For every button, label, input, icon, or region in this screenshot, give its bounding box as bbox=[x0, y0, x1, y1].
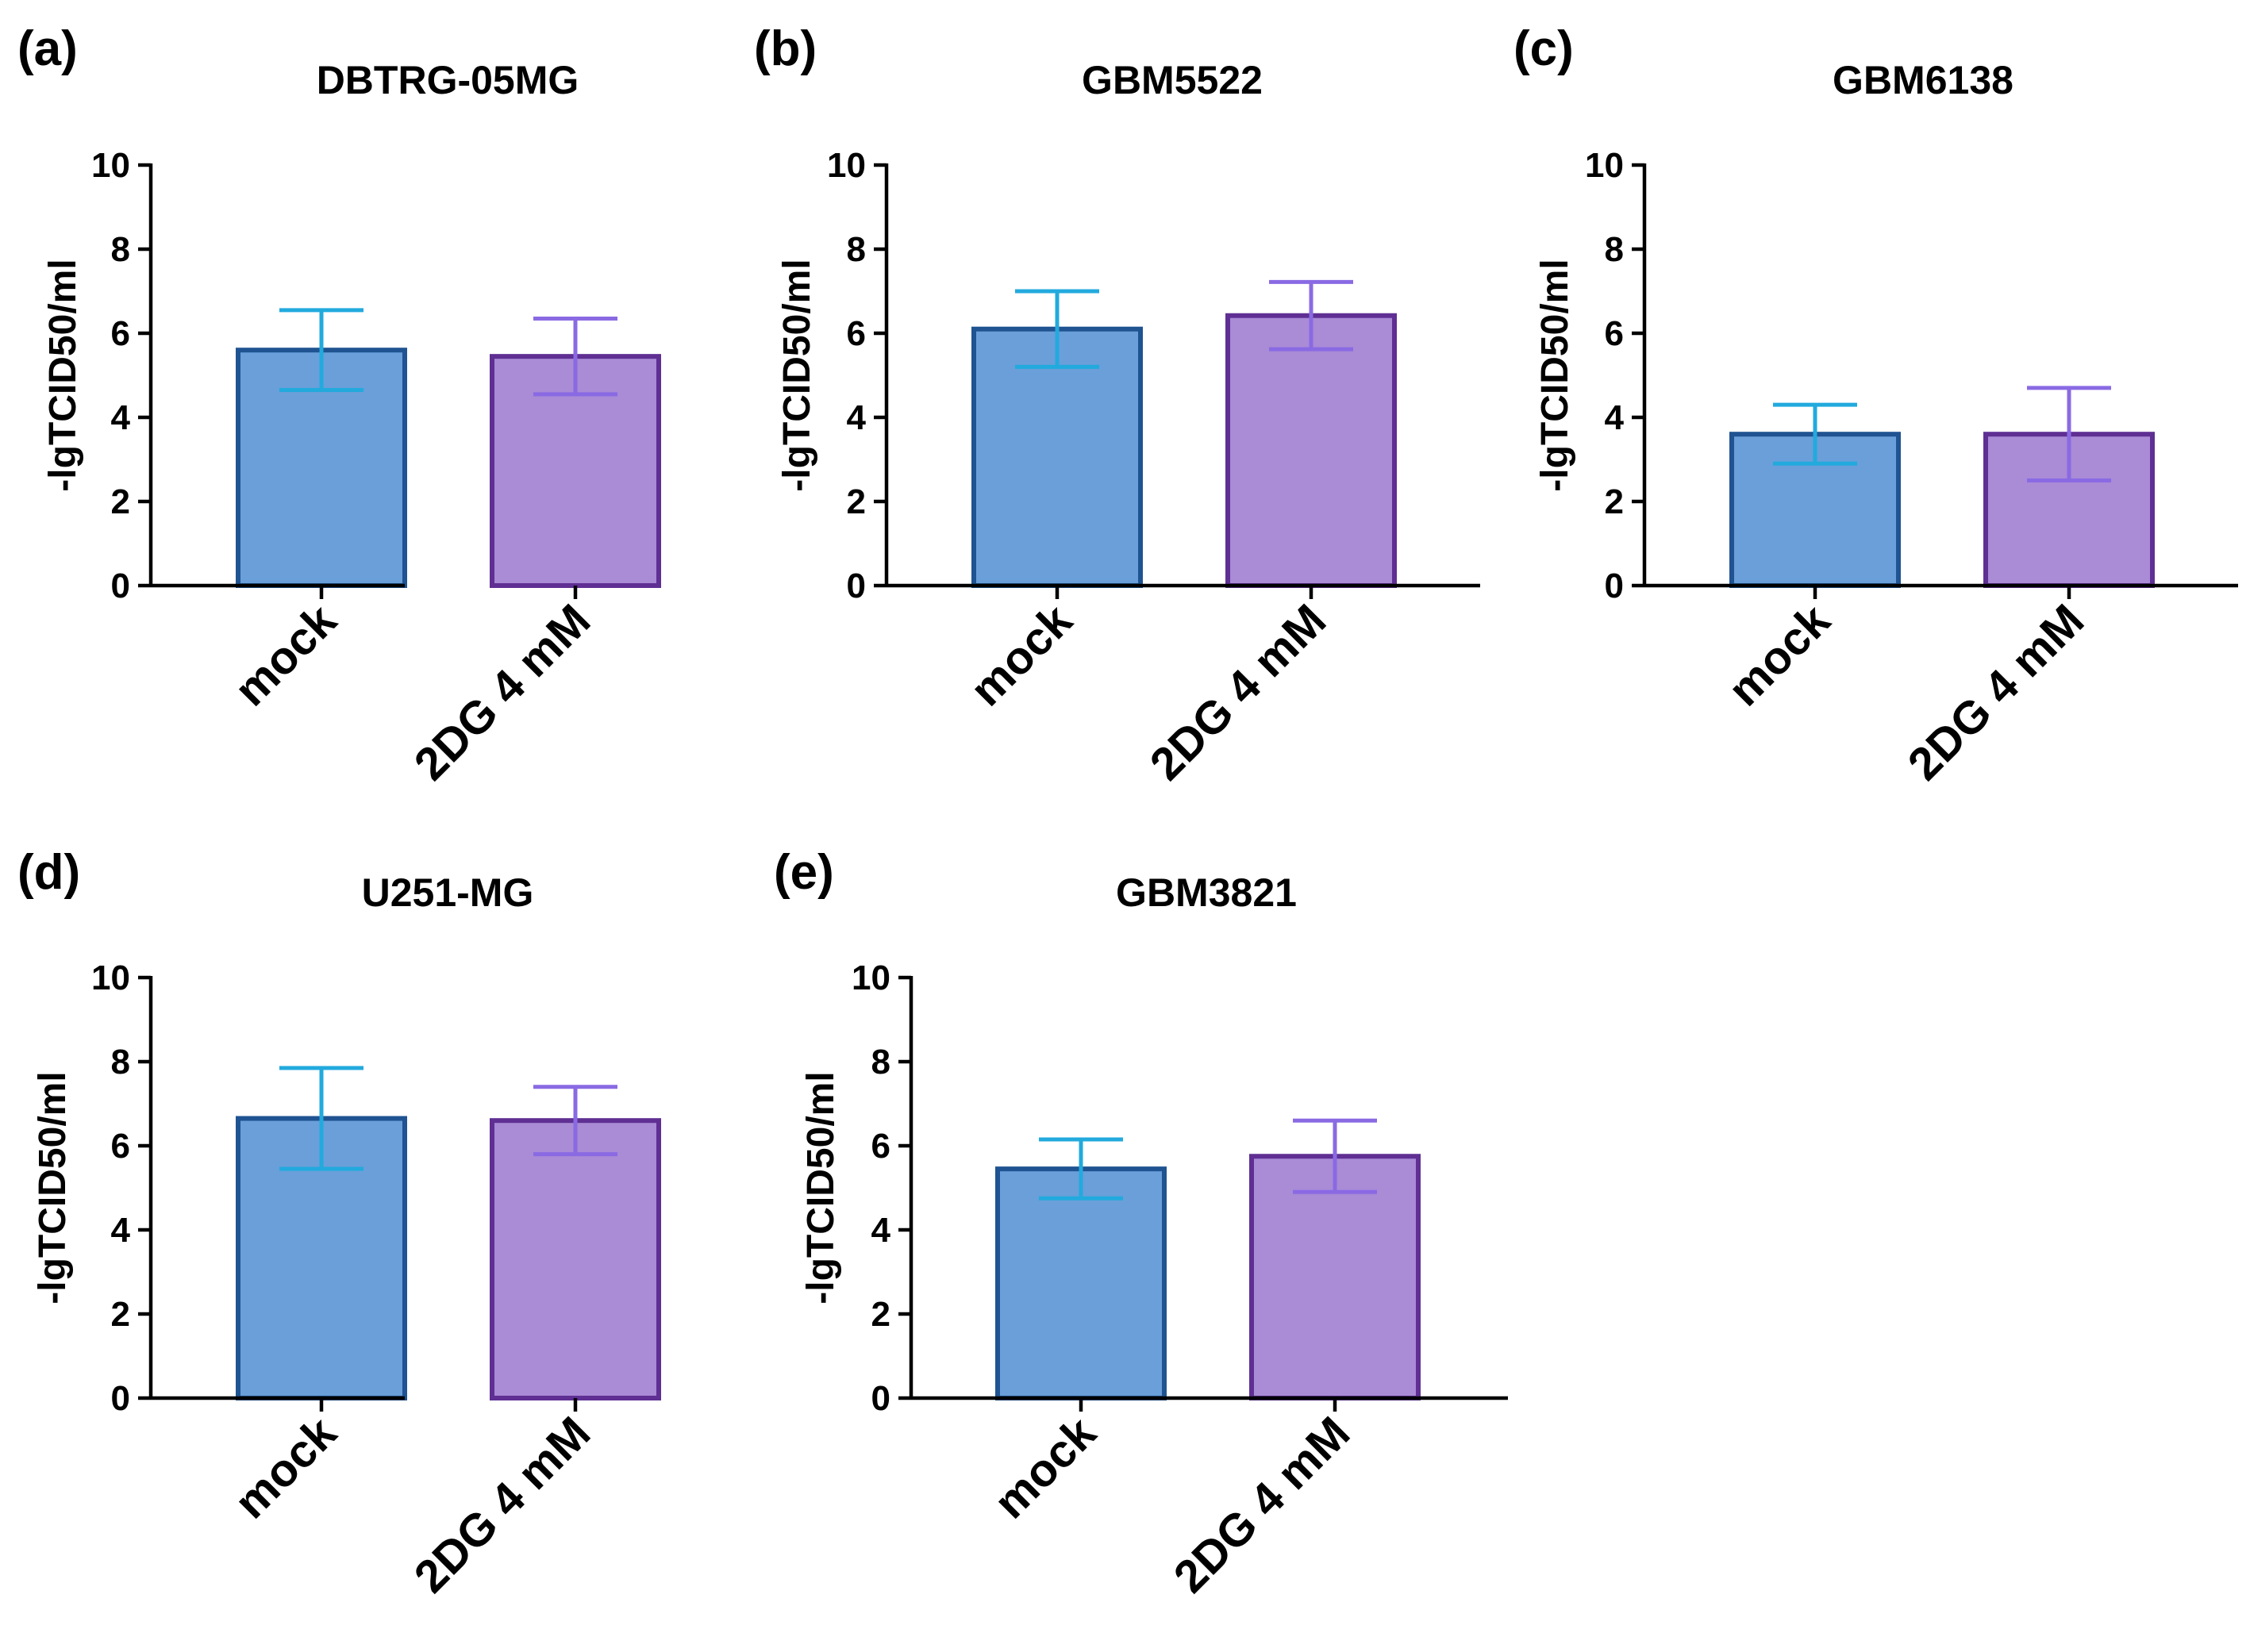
error-bar-mock bbox=[279, 1066, 363, 1171]
panel-letter: (b) bbox=[754, 21, 817, 76]
chart-title: GBM5522 bbox=[1082, 58, 1263, 102]
y-tick-label: 6 bbox=[111, 314, 130, 353]
panel-letter: (e) bbox=[774, 845, 834, 900]
y-tick-label: 4 bbox=[871, 1211, 891, 1250]
error-bar-mock bbox=[1773, 402, 1857, 466]
y-tick-label: 0 bbox=[847, 567, 866, 605]
y-tick-label: 0 bbox=[111, 1379, 130, 1418]
error-bar-2dg-4mm bbox=[533, 316, 617, 397]
y-axis-title: -lgTCID50/ml bbox=[800, 1071, 842, 1304]
y-tick-label: 0 bbox=[871, 1379, 890, 1418]
x-tick-label-mock: mock bbox=[960, 594, 1083, 717]
x-tick-label-2dg-4mm: 2DG 4 mM bbox=[1898, 594, 2094, 790]
y-tick-label: 10 bbox=[1585, 146, 1624, 185]
y-tick-label: 0 bbox=[111, 567, 130, 605]
bar-2dg-4mm bbox=[1225, 313, 1397, 588]
y-tick-label: 6 bbox=[871, 1127, 890, 1166]
x-tick-label-mock: mock bbox=[225, 594, 347, 717]
panel-letter: (d) bbox=[17, 845, 80, 900]
x-tick-label-mock: mock bbox=[1718, 594, 1840, 717]
y-tick-label: 10 bbox=[827, 146, 866, 185]
y-tick-label: 8 bbox=[1605, 230, 1624, 269]
y-tick-label: 4 bbox=[111, 1211, 131, 1250]
x-tick-label-2dg-4mm: 2DG 4 mM bbox=[1164, 1407, 1360, 1603]
error-bar-2dg-4mm bbox=[1293, 1118, 1377, 1194]
panel-letter: (c) bbox=[1513, 21, 1574, 76]
y-tick-label: 2 bbox=[871, 1295, 890, 1334]
x-tick-label-mock: mock bbox=[984, 1407, 1106, 1529]
error-bar-mock bbox=[1015, 289, 1099, 369]
error-bar-2dg-4mm bbox=[533, 1085, 617, 1157]
y-tick-label: 10 bbox=[91, 146, 130, 185]
y-tick-label: 0 bbox=[1605, 567, 1624, 605]
panel-letter: (a) bbox=[17, 21, 78, 76]
y-axis-title: -lgTCID50/ml bbox=[42, 259, 84, 491]
y-tick-label: 6 bbox=[1605, 314, 1624, 353]
chart-title: DBTRG-05MG bbox=[317, 58, 579, 102]
x-tick-label-2dg-4mm: 2DG 4 mM bbox=[1140, 594, 1337, 790]
x-tick-label-2dg-4mm: 2DG 4 mM bbox=[405, 1407, 601, 1603]
panel-b: (b) GBM5522 0 2 4 6 8 10 mock 2DG 4 mM -lgTCID50/m… bbox=[754, 21, 1480, 790]
y-tick-label: 2 bbox=[111, 482, 130, 521]
y-tick-label: 8 bbox=[847, 230, 866, 269]
y-tick-label: 2 bbox=[1605, 482, 1624, 521]
y-axis-title: -lgTCID50/ml bbox=[32, 1071, 74, 1304]
bar-2dg-4mm bbox=[490, 1118, 661, 1400]
y-tick-label: 10 bbox=[852, 959, 890, 997]
y-tick-label: 6 bbox=[111, 1127, 130, 1166]
chart-title: GBM3821 bbox=[1116, 870, 1297, 915]
bar-2dg-4mm bbox=[1249, 1154, 1421, 1400]
y-tick-label: 6 bbox=[847, 314, 866, 353]
panel-c: (c) GBM6138 0 2 4 6 8 10 mock 2DG 4 mM -lgTCID50/m… bbox=[1513, 21, 2238, 790]
error-bar-2dg-4mm bbox=[1269, 279, 1353, 352]
y-tick-label: 8 bbox=[111, 1043, 130, 1081]
y-axis-title: -lgTCID50/ml bbox=[1534, 259, 1576, 491]
error-bar-2dg-4mm bbox=[2027, 386, 2111, 482]
panel-d: (d) U251-MG 0 2 4 6 8 10 mock 2DG 4 mM -lgTCID50/m… bbox=[17, 845, 661, 1603]
y-tick-label: 8 bbox=[111, 230, 130, 269]
chart-title: U251-MG bbox=[362, 870, 534, 915]
y-tick-label: 4 bbox=[1605, 398, 1625, 437]
y-tick-label: 4 bbox=[847, 398, 867, 437]
y-axis-title: -lgTCID50/ml bbox=[776, 259, 818, 491]
y-tick-label: 10 bbox=[91, 959, 130, 997]
error-bar-mock bbox=[279, 308, 363, 393]
x-tick-label-mock: mock bbox=[225, 1407, 347, 1529]
y-tick-label: 2 bbox=[847, 482, 866, 521]
chart-title: GBM6138 bbox=[1833, 58, 2013, 102]
panel-a: (a) DBTRG-05MG 0 2 4 6 8 10 mock 2DG 4 mM -lgTCID5… bbox=[17, 21, 661, 790]
panel-e: (e) GBM3821 0 2 4 6 8 10 mock 2DG 4 mM -lgTCID50/m… bbox=[774, 845, 1508, 1603]
y-tick-label: 4 bbox=[111, 398, 131, 437]
y-tick-label: 8 bbox=[871, 1043, 890, 1081]
bar-mock bbox=[995, 1166, 1167, 1401]
x-tick-label-2dg-4mm: 2DG 4 mM bbox=[405, 594, 601, 790]
error-bar-mock bbox=[1039, 1137, 1123, 1201]
y-tick-label: 2 bbox=[111, 1295, 130, 1334]
